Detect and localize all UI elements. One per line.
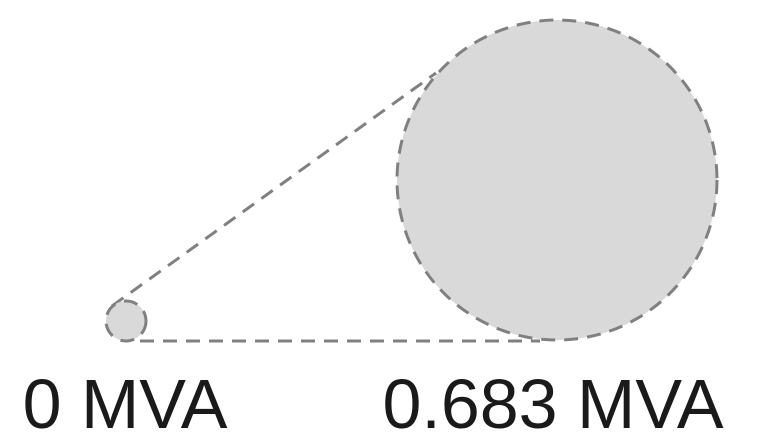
small-bubble: [104, 299, 148, 343]
large-bubble: [395, 18, 719, 342]
connector-top: [111, 71, 437, 308]
max-label: 0.683 MVA: [382, 365, 723, 435]
min-label: 0 MVA: [23, 365, 228, 435]
